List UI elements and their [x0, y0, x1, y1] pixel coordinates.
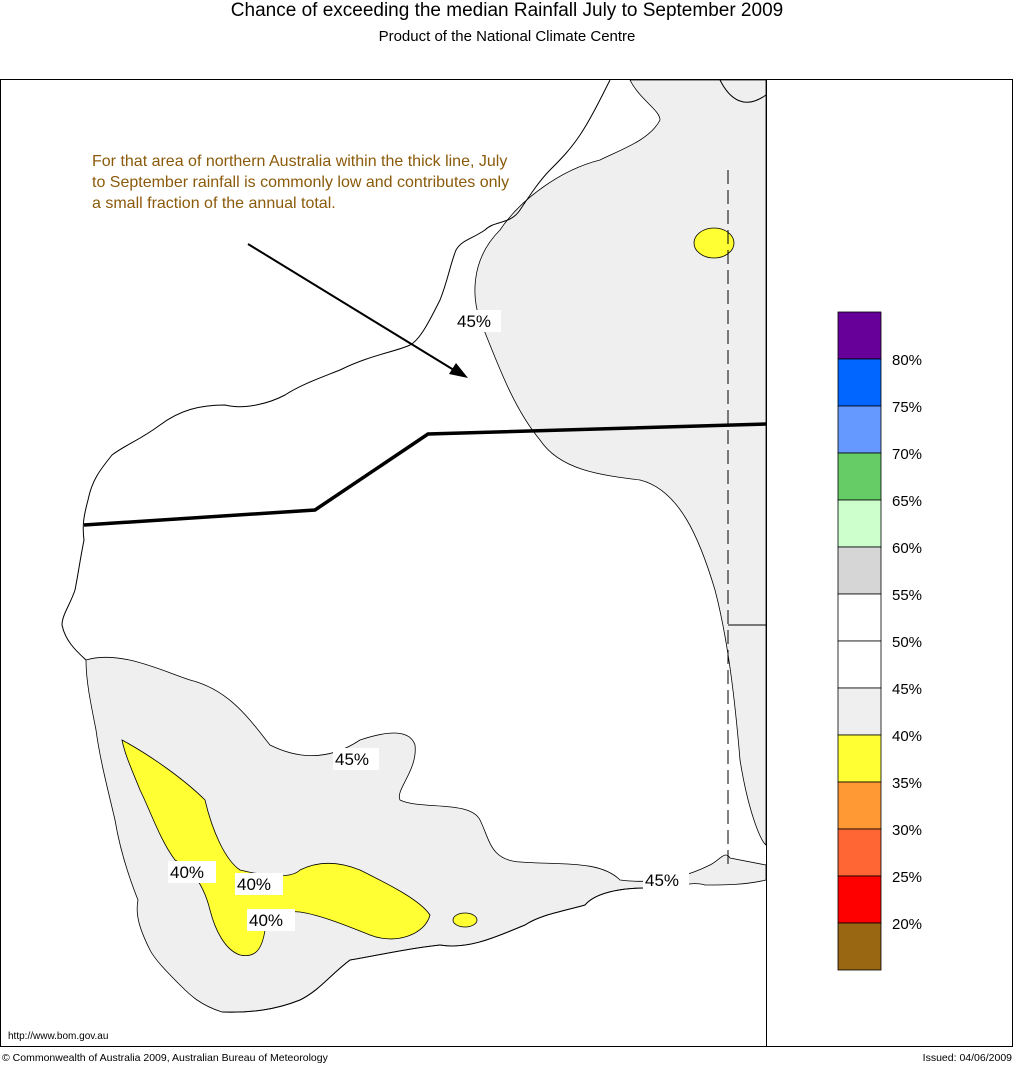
map-subtitle: Product of the National Climate Centre [378, 28, 636, 45]
legend-label: 45% [892, 681, 922, 698]
legend-label: 25% [892, 869, 922, 886]
legend-swatch [837, 405, 882, 454]
legend-swatch [837, 452, 882, 501]
label-box [247, 909, 295, 931]
legend-swatch [837, 311, 882, 360]
legend-label: 30% [892, 822, 922, 839]
legend-swatch [837, 593, 882, 642]
legend-swatch [837, 875, 882, 924]
annotation-note: For that area of northern Australia with… [92, 153, 510, 212]
label-box [643, 869, 689, 891]
map-frame [0, 79, 1013, 1047]
legend-label: 40% [892, 728, 922, 745]
contour-labels: 45% 45% 45% 40% 40% 40% [168, 310, 689, 931]
annotation-arrow [247, 243, 463, 376]
legend-swatch [837, 781, 882, 830]
legend-label: 80% [892, 352, 922, 369]
arrow-head [449, 363, 468, 378]
legend-divider [766, 79, 767, 1047]
legend-label: 35% [892, 775, 922, 792]
label-box [235, 873, 283, 895]
coastline [61, 79, 767, 661]
legend-label: 55% [892, 587, 922, 604]
legend: 80% 75% 70% 65% 60% 55% 50% 45% 40% 35% 30% 25% 20% [837, 311, 922, 971]
contour-label: 40% [249, 911, 283, 930]
label-box [333, 748, 379, 770]
label-box [455, 310, 501, 332]
region-yellow-small [452, 912, 478, 928]
coastline-south [221, 887, 646, 1013]
legend-label: 60% [892, 540, 922, 557]
boundary-thick-line [83, 422, 767, 527]
legend-label: 50% [892, 634, 922, 651]
legend-swatch [837, 687, 882, 736]
source-url[interactable]: http://www.bom.gov.au [8, 1031, 109, 1042]
contour-label: 45% [335, 750, 369, 769]
legend-swatch [837, 828, 882, 877]
region-north-grey [474, 79, 767, 846]
legend-swatch [837, 499, 882, 548]
legend-label: 65% [892, 493, 922, 510]
legend-swatch [837, 734, 882, 783]
legend-label: 20% [892, 916, 922, 933]
copyright: © Commonwealth of Australia 2009, Austra… [2, 1052, 328, 1064]
map-title: Chance of exceeding the median Rainfall … [230, 0, 784, 21]
contour-label: 45% [457, 312, 491, 331]
legend-swatch [837, 922, 882, 971]
contour-label: 40% [237, 875, 271, 894]
contour-label: 40% [170, 863, 204, 882]
legend-swatch [837, 358, 882, 407]
issued-date: Issued: 04/06/2009 [922, 1052, 1012, 1064]
legend-swatch [837, 640, 882, 689]
label-box [168, 861, 216, 883]
legend-swatch [837, 546, 882, 595]
legend-label: 70% [892, 446, 922, 463]
contour-label: 45% [645, 871, 679, 890]
region-yellow-north [693, 227, 735, 259]
legend-label: 75% [892, 399, 922, 416]
